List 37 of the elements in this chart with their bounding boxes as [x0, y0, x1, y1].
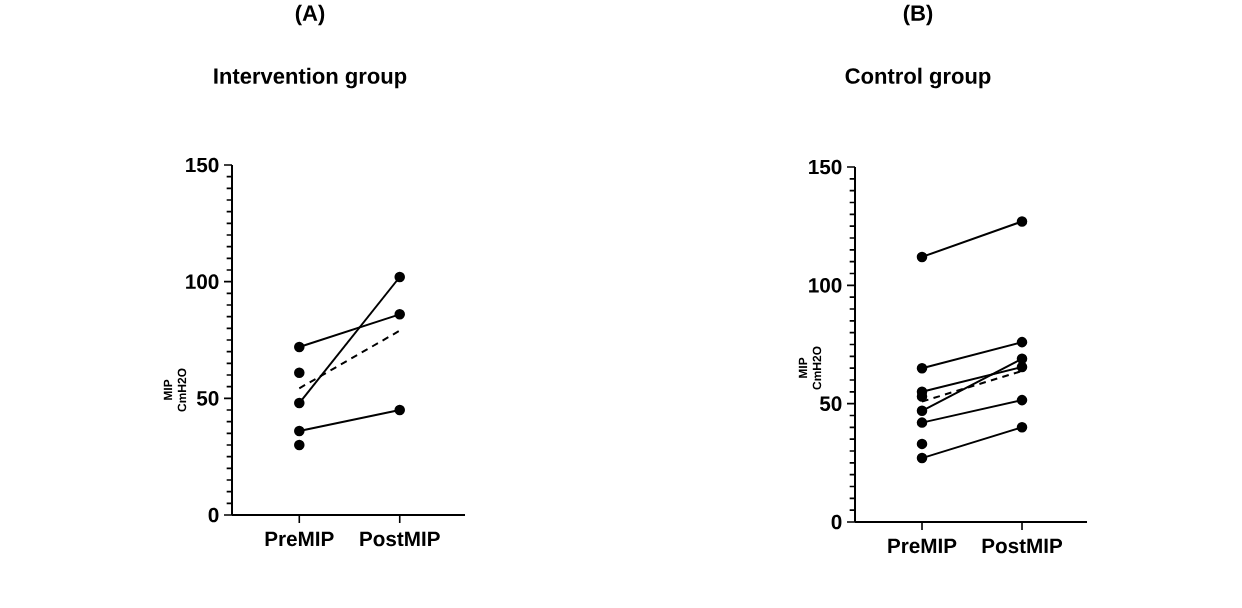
y-tick-label: 50 [819, 396, 842, 411]
y-tick-label: 150 [809, 159, 842, 175]
point [394, 309, 405, 320]
point [916, 405, 928, 417]
x-tick-label: PostMIP [982, 538, 1063, 554]
x-tick-label: PreMIP [888, 538, 957, 554]
point [1016, 353, 1028, 364]
chart-title: (A) [295, 4, 325, 26]
point [294, 397, 305, 409]
chart-subtitle: Intervention group [214, 67, 407, 89]
y-axis-title: MIP CmH2O [163, 368, 187, 412]
point [1016, 336, 1028, 348]
point [916, 417, 928, 428]
chart-subtitle: Control group [845, 67, 991, 89]
point [1016, 394, 1028, 406]
y-axis-title: MIP CmH2O [798, 346, 822, 390]
point [294, 439, 305, 451]
x-tick-label: PostMIP [360, 531, 440, 547]
y-tick-label: 100 [809, 278, 842, 293]
y-tick-label: 50 [196, 391, 219, 406]
x-tick-label: PreMIP [265, 531, 334, 547]
y-tick-label: 0 [831, 514, 842, 530]
point [916, 251, 928, 263]
y-tick-label: 0 [208, 507, 219, 523]
point [394, 271, 405, 283]
point [916, 452, 928, 464]
point [294, 425, 305, 437]
y-tick-label: 100 [186, 274, 219, 289]
point [1016, 216, 1028, 227]
chart-title: (B) [903, 4, 933, 26]
point [916, 438, 928, 450]
point [1016, 422, 1028, 433]
point [916, 362, 928, 374]
y-tick-label: 150 [186, 157, 219, 173]
point [294, 341, 305, 353]
point [294, 367, 305, 378]
point [394, 404, 405, 416]
